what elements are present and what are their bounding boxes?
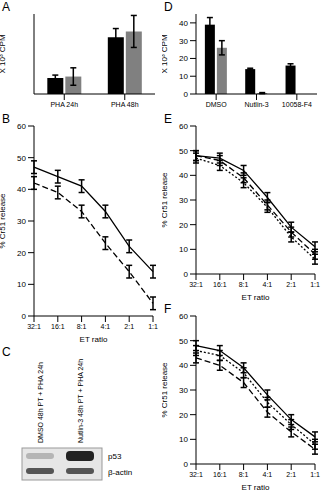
- svg-text:DMSO: DMSO: [206, 101, 228, 108]
- html-text:A: A: [2, 0, 10, 14]
- svg-text:4:1: 4:1: [101, 323, 111, 330]
- html-text:E: E: [164, 112, 172, 126]
- svg-text:ET ratio: ET ratio: [80, 335, 108, 342]
- html-text:F: F: [164, 302, 172, 316]
- svg-text:10: 10: [179, 245, 188, 254]
- svg-text:1:1: 1:1: [148, 323, 158, 330]
- svg-text:1:1: 1:1: [310, 471, 315, 478]
- svg-text:1:1: 1:1: [310, 281, 315, 288]
- svg-text:50: 50: [17, 154, 26, 163]
- svg-text:32:1: 32:1: [189, 281, 203, 288]
- svg-text:40: 40: [179, 361, 188, 370]
- svg-text:DMSO 48h PT + PHA 24h: DMSO 48h PT + PHA 24h: [37, 362, 44, 443]
- svg-text:20: 20: [179, 221, 188, 230]
- svg-text:ET ratio: ET ratio: [242, 293, 270, 300]
- svg-text:60: 60: [17, 122, 26, 131]
- svg-text:10: 10: [179, 72, 188, 81]
- html-text:B: B: [2, 112, 10, 126]
- html-text:D: D: [164, 0, 173, 14]
- svg-text:10058-F4: 10058-F4: [282, 101, 312, 108]
- svg-text:40: 40: [179, 19, 188, 28]
- svg-text:% Cr51 release: % Cr51 release: [162, 362, 169, 418]
- svg-text:20: 20: [17, 249, 26, 258]
- svg-text:16:1: 16:1: [51, 323, 65, 330]
- svg-text:0: 0: [22, 312, 27, 321]
- svg-text:8:1: 8:1: [77, 323, 87, 330]
- svg-text:50: 50: [179, 337, 188, 346]
- svg-text:10: 10: [179, 435, 188, 444]
- svg-text:p53: p53: [108, 452, 122, 461]
- svg-text:0: 0: [184, 460, 189, 469]
- svg-text:8:1: 8:1: [239, 281, 249, 288]
- svg-text:Nutlin-3 48h PT + PHA 24h: Nutlin-3 48h PT + PHA 24h: [77, 359, 84, 443]
- svg-text:32:1: 32:1: [27, 323, 41, 330]
- svg-text:60: 60: [179, 312, 188, 321]
- svg-text:40: 40: [17, 185, 26, 194]
- svg-text:30: 30: [17, 217, 26, 226]
- svg-text:10: 10: [17, 280, 26, 289]
- svg-text:X 10³ CPM: X 10³ CPM: [162, 34, 169, 73]
- svg-text:16:1: 16:1: [213, 281, 227, 288]
- svg-text:40: 40: [179, 171, 188, 180]
- svg-text:32:1: 32:1: [189, 471, 203, 478]
- svg-text:0: 0: [184, 90, 189, 99]
- svg-text:% Cr51 release: % Cr51 release: [162, 172, 169, 228]
- svg-text:30: 30: [179, 37, 188, 46]
- svg-text:4:1: 4:1: [263, 281, 273, 288]
- svg-text:30: 30: [179, 196, 188, 205]
- svg-text:2:1: 2:1: [286, 471, 296, 478]
- svg-text:30: 30: [179, 386, 188, 395]
- svg-text:ET ratio: ET ratio: [242, 483, 270, 490]
- svg-text:0: 0: [184, 270, 189, 279]
- svg-text:β-actin: β-actin: [108, 468, 132, 477]
- svg-text:20: 20: [179, 411, 188, 420]
- svg-text:2:1: 2:1: [124, 323, 134, 330]
- svg-text:16:1: 16:1: [213, 471, 227, 478]
- svg-text:8:1: 8:1: [239, 471, 249, 478]
- svg-text:60: 60: [179, 122, 188, 131]
- svg-text:Nutlin-3: Nutlin-3: [244, 101, 268, 108]
- svg-text:PHA 24h: PHA 24h: [50, 101, 78, 108]
- svg-text:4:1: 4:1: [263, 471, 273, 478]
- svg-text:2:1: 2:1: [286, 281, 296, 288]
- svg-text:20: 20: [179, 54, 188, 63]
- html-text:C: C: [2, 345, 11, 359]
- svg-text:PHA 48h: PHA 48h: [111, 101, 139, 108]
- svg-text:50: 50: [179, 147, 188, 156]
